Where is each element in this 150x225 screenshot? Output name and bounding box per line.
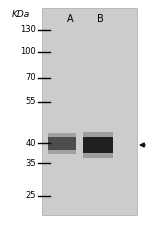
- Bar: [48, 150, 76, 154]
- Text: 70: 70: [25, 74, 36, 83]
- Text: 55: 55: [26, 97, 36, 106]
- Text: 35: 35: [25, 158, 36, 167]
- Bar: [83, 153, 113, 158]
- Text: 40: 40: [26, 139, 36, 148]
- Bar: [42, 8, 137, 215]
- Text: 25: 25: [26, 191, 36, 200]
- Text: 100: 100: [20, 47, 36, 56]
- Text: A: A: [67, 14, 73, 24]
- Bar: [83, 137, 113, 153]
- Text: 130: 130: [20, 25, 36, 34]
- Bar: [48, 137, 76, 150]
- Bar: [83, 132, 113, 137]
- Text: KDa: KDa: [12, 10, 30, 19]
- Bar: [48, 133, 76, 137]
- Text: B: B: [97, 14, 103, 24]
